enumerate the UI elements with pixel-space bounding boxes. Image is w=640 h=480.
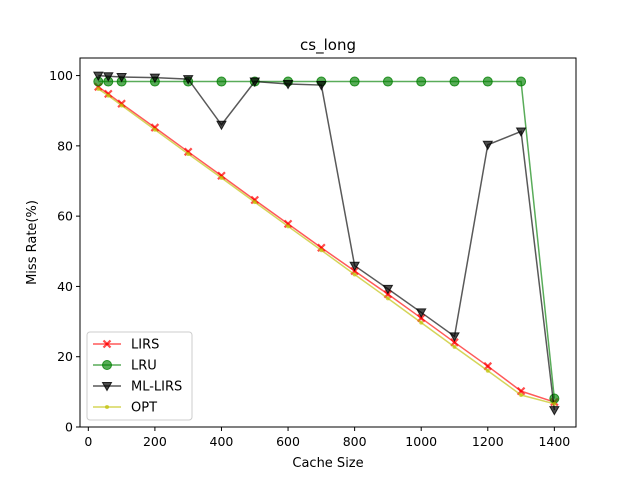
chart-title: cs_long: [300, 36, 356, 55]
data-point: [382, 76, 393, 87]
legend-marker: [102, 360, 112, 370]
data-point: [482, 76, 493, 87]
data-point: [516, 76, 527, 87]
data-point: [119, 103, 124, 108]
data-point: [96, 86, 101, 91]
data-point: [282, 80, 294, 90]
data-point: [349, 76, 360, 87]
plot-area: [92, 71, 560, 416]
data-point: [352, 272, 357, 277]
data-point: [216, 120, 227, 131]
x-tick-label: 0: [84, 434, 92, 449]
y-tick-label: 0: [65, 420, 73, 435]
data-point: [449, 332, 460, 342]
legend-marker: [101, 382, 113, 392]
series-line: [97, 86, 555, 403]
data-point: [519, 393, 524, 398]
data-point: [449, 76, 460, 87]
data-point: [183, 147, 193, 157]
data-point: [315, 81, 327, 91]
legend-item: LIRS: [93, 338, 159, 353]
data-point: [152, 127, 157, 132]
data-point: [552, 401, 557, 406]
data-point: [286, 224, 291, 229]
legend-marker: [102, 339, 112, 349]
legend: LIRS LRU ML-LIRS OPT: [86, 331, 193, 421]
series-ml-lirs: [92, 71, 560, 416]
series-lru: [93, 76, 560, 404]
y-axis: 0 20 40 60 80 100: [49, 68, 80, 435]
data-point: [102, 72, 114, 82]
data-point: [482, 140, 494, 151]
data-point: [549, 393, 560, 404]
legend-item: OPT: [93, 401, 157, 416]
data-point: [186, 151, 191, 156]
data-point: [219, 175, 224, 180]
x-tick-label: 1400: [538, 434, 570, 449]
data-point: [382, 284, 394, 295]
series-line: [98, 74, 556, 411]
data-point: [317, 243, 326, 253]
legend-label: LRU: [131, 359, 157, 374]
data-point: [216, 76, 227, 87]
data-point: [182, 75, 194, 85]
data-point: [149, 73, 161, 84]
data-point: [116, 72, 127, 83]
y-tick-label: 40: [57, 279, 73, 294]
x-tick-label: 800: [343, 434, 367, 449]
y-tick-label: 80: [57, 138, 73, 153]
data-point: [252, 200, 257, 205]
data-point: [385, 296, 390, 301]
data-point: [106, 93, 111, 98]
legend-box: [86, 331, 193, 421]
legend-marker: [105, 405, 109, 409]
x-tick-label: 1000: [405, 434, 437, 449]
legend-label: ML-LIRS: [131, 380, 182, 395]
data-point: [349, 261, 360, 272]
x-axis-label: Cache Size: [292, 456, 363, 471]
legend-item: ML-LIRS: [93, 380, 182, 395]
data-point: [419, 320, 424, 325]
data-point: [217, 171, 226, 181]
x-tick-label: 600: [276, 434, 300, 449]
series-line: [97, 88, 555, 405]
axes-frame: [79, 57, 577, 428]
legend-label: OPT: [131, 401, 157, 416]
data-point: [515, 127, 527, 137]
x-tick-label: 1200: [472, 434, 504, 449]
data-point: [416, 76, 427, 87]
data-point: [415, 308, 427, 318]
legend-item: LRU: [93, 359, 157, 374]
data-point: [452, 344, 457, 349]
x-axis: 0 200 400 600 800 1000 1200 1400: [84, 427, 570, 449]
data-point: [549, 406, 560, 416]
data-point: [250, 195, 260, 205]
y-axis-label: Miss Rate(%): [25, 200, 40, 285]
data-point: [283, 219, 293, 229]
data-point: [485, 368, 490, 373]
y-tick-label: 100: [49, 68, 73, 83]
series-opt: [96, 86, 557, 406]
data-point: [319, 248, 324, 253]
data-point: [150, 123, 160, 132]
y-tick-label: 60: [57, 209, 73, 224]
y-tick-label: 20: [57, 349, 73, 364]
x-tick-label: 200: [143, 434, 167, 449]
x-tick-label: 400: [210, 434, 234, 449]
series-line: [98, 80, 556, 399]
legend-label: LIRS: [131, 338, 159, 353]
data-point: [249, 77, 261, 88]
data-point: [92, 71, 104, 82]
